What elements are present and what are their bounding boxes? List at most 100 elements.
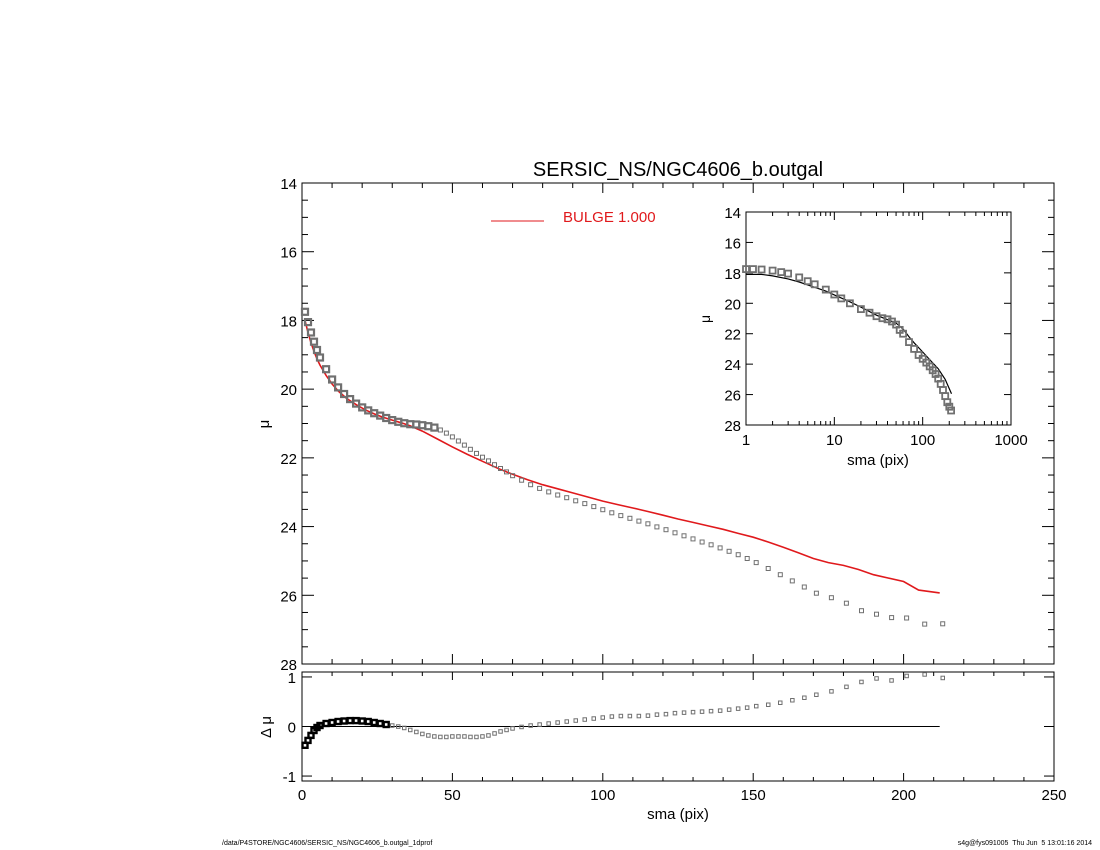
data-point (322, 365, 331, 374)
inset-x-tick-label-2: 100 (910, 432, 935, 449)
residual-point (790, 698, 795, 703)
inset-x-axis-label: sma (pix) (847, 452, 909, 469)
data-point (300, 307, 310, 316)
data-point (777, 572, 783, 578)
inset-data-point (941, 392, 950, 401)
data-point (681, 533, 687, 539)
data-point (618, 513, 624, 519)
residual-point (426, 733, 431, 738)
residual-point (546, 721, 551, 726)
residual-point (636, 713, 642, 719)
residual-point (396, 724, 401, 729)
data-point (672, 530, 678, 536)
data-point (699, 539, 705, 545)
residual-y-tick-label-0: -1 (283, 769, 296, 786)
residual-point (699, 709, 705, 714)
residual-point (334, 717, 342, 726)
footer-timestamp: s4g@fys091005 Thu Jun 5 13:01:16 2014 (957, 840, 1092, 847)
data-point (528, 482, 534, 488)
main-y-tick-label-6: 26 (280, 588, 297, 605)
data-point (328, 375, 337, 384)
data-point (735, 552, 741, 558)
residual-point (573, 718, 578, 723)
residual-point (420, 731, 425, 737)
main-y-tick-label-1: 16 (280, 245, 297, 262)
residual-point (844, 684, 849, 690)
residual-point (364, 717, 372, 726)
x-tick-label-5: 250 (1041, 787, 1066, 804)
model-series (304, 320, 940, 594)
residual-point (555, 720, 560, 725)
residual-point (352, 716, 360, 725)
residual-point (528, 723, 533, 728)
residual-y-axis-label: Δ μ (258, 716, 275, 738)
inset-data-point (795, 273, 804, 282)
inset-data-point (910, 344, 918, 353)
data-point (717, 545, 723, 551)
residual-point (754, 703, 759, 709)
data-point (455, 438, 461, 444)
data-point (889, 615, 895, 621)
x-tick-label-2: 100 (590, 787, 615, 804)
inset-data-point (846, 299, 854, 308)
residual-point (322, 719, 330, 728)
residual-point (802, 695, 807, 700)
inset-data-point (803, 277, 812, 286)
data-point (859, 608, 864, 614)
data-point (510, 473, 516, 479)
data-point (874, 611, 879, 617)
residual-point (582, 717, 587, 722)
residual-point (504, 727, 509, 733)
data-point (537, 485, 543, 491)
residual-point (690, 709, 696, 715)
main-y-axis-label: μ (256, 420, 273, 429)
data-point (309, 337, 319, 346)
residual-point (627, 713, 633, 719)
inset-model-series (746, 273, 953, 395)
data-point (504, 469, 509, 475)
main-plot: 14 16 18 20 22 24 26 28 BULGE 1.000 μ (256, 176, 1055, 674)
residual-point (498, 729, 503, 734)
inset-data-point (905, 338, 913, 347)
inset-data-point (784, 269, 792, 278)
residual-points (301, 672, 945, 749)
data-point (789, 578, 795, 584)
data-point (492, 462, 497, 468)
residual-point (717, 708, 723, 713)
main-plot-frame (301, 182, 1055, 665)
residual-point (744, 705, 750, 710)
inset-data-point (936, 379, 945, 388)
residual-point (778, 700, 783, 705)
inset-data-point (878, 314, 887, 323)
model-line (304, 320, 940, 594)
data-points (300, 307, 946, 627)
residual-point (358, 717, 366, 725)
residual-point (681, 710, 687, 715)
inset-data-point (899, 329, 907, 338)
inset-data-point (865, 308, 874, 317)
x-tick-label-0: 0 (298, 787, 306, 804)
data-point (744, 556, 750, 561)
residual-point (766, 702, 771, 707)
data-point (940, 621, 946, 627)
main-y-tick-label-0: 14 (280, 176, 297, 193)
residual-point (645, 713, 651, 718)
inset-x-tick-label-3: 1000 (994, 432, 1027, 449)
residual-plot: 0 50 100 150 200 250-101 Δ μ sma (pix) (258, 670, 1067, 823)
data-point (315, 353, 325, 362)
residual-ticks: 0 50 100 150 200 250-101 (283, 670, 1067, 804)
inset-x-tick-label-0: 1 (742, 432, 750, 449)
data-point (573, 498, 579, 504)
residual-point (618, 713, 624, 719)
x-tick-label-4: 200 (891, 787, 916, 804)
data-point (486, 458, 491, 464)
inset-data-point (768, 266, 777, 275)
footer-path: /data/P4STORE/NGC4606/SERSIC_NS/NGC4606_… (222, 840, 433, 847)
data-point (801, 584, 807, 590)
residual-point (462, 734, 467, 739)
data-point (306, 328, 316, 337)
residual-point (654, 712, 660, 717)
data-point (340, 389, 349, 399)
residual-point (940, 675, 945, 681)
